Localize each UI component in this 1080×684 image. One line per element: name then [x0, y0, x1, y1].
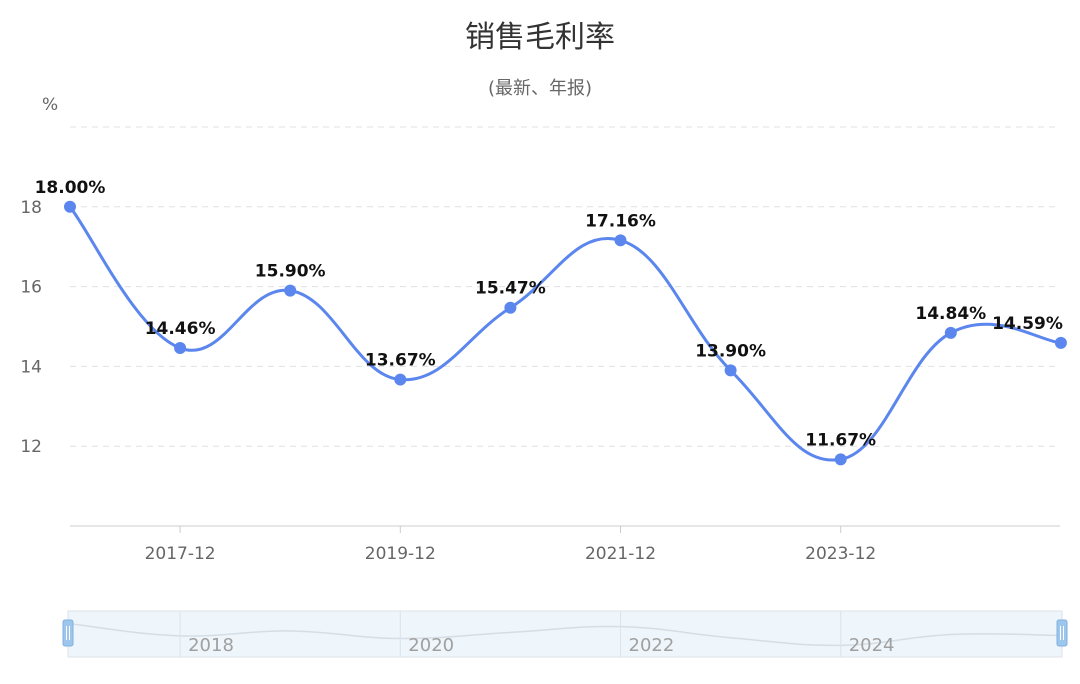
zoom-handle-right[interactable] [1056, 619, 1068, 647]
data-labels: 18.00% 14.46% 15.90% 13.67% 15.47% 17.16% 13.9… [35, 178, 1063, 451]
x-tick-label: 2021-12 [585, 544, 656, 564]
zoom-handle-left[interactable] [62, 619, 74, 647]
x-tick-label: 2023-12 [805, 544, 876, 564]
x-tick-label: 2019-12 [365, 544, 436, 564]
x-tick-label: 2017-12 [145, 544, 216, 564]
data-label: 14.59% [992, 314, 1063, 334]
zoom-mini-line [69, 623, 1061, 647]
y-tick-label: 12 [20, 437, 42, 457]
chart-subtitle: (最新、年报) [487, 78, 593, 99]
data-point[interactable] [944, 326, 957, 339]
data-point[interactable] [64, 200, 76, 213]
zoom-year-label: 2018 [188, 635, 234, 656]
series-line [68, 205, 1062, 462]
data-zoom-slider[interactable]: 2018 2020 2022 2024 [62, 610, 1068, 658]
data-label: 17.16% [585, 211, 656, 231]
data-point[interactable] [284, 284, 297, 297]
x-axis: 2017-12 2019-12 2021-12 2023-12 [70, 525, 1060, 564]
data-point[interactable] [504, 301, 517, 314]
data-label: 14.46% [145, 319, 216, 339]
y-tick-label: 18 [20, 198, 42, 218]
data-point[interactable] [394, 373, 407, 386]
grid-lines [70, 126, 1060, 447]
y-axis-ticks: 12 14 16 18 [20, 198, 42, 457]
zoom-year-label: 2024 [849, 635, 895, 656]
data-label: 15.47% [475, 279, 546, 299]
data-label: 15.90% [255, 262, 326, 282]
chart-title: 销售毛利率 [465, 20, 615, 55]
data-label: 13.90% [695, 341, 766, 361]
y-tick-label: 16 [20, 278, 42, 298]
data-label: 14.84% [915, 304, 986, 324]
data-point[interactable] [614, 234, 627, 247]
zoom-year-label: 2022 [629, 635, 675, 656]
data-point[interactable] [724, 364, 737, 377]
data-label: 18.00% [35, 178, 106, 198]
data-point[interactable] [174, 342, 187, 355]
data-label: 13.67% [365, 351, 436, 371]
data-points [64, 200, 1067, 466]
y-axis-unit: % [42, 95, 58, 115]
data-label: 11.67% [805, 430, 876, 450]
data-point[interactable] [1054, 336, 1067, 349]
y-tick-label: 14 [20, 357, 42, 377]
zoom-year-label: 2020 [408, 635, 454, 656]
data-point[interactable] [834, 453, 847, 466]
